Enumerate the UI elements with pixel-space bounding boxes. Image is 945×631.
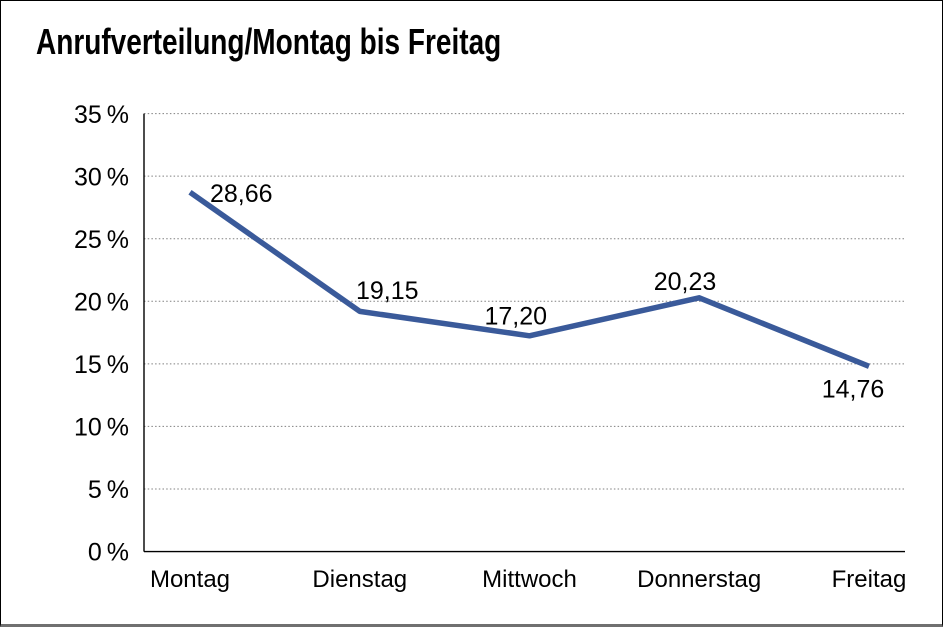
svg-text:15 %: 15 %	[74, 351, 129, 379]
svg-text:30 %: 30 %	[74, 164, 129, 192]
svg-text:28,66: 28,66	[210, 180, 273, 208]
svg-text:19,15: 19,15	[356, 277, 419, 305]
svg-text:17,20: 17,20	[484, 303, 547, 331]
svg-text:Montag: Montag	[150, 566, 230, 593]
svg-text:Dienstag: Dienstag	[312, 566, 407, 593]
svg-text:Freitag: Freitag	[832, 566, 907, 593]
svg-text:10 %: 10 %	[74, 414, 129, 442]
svg-text:Mittwoch: Mittwoch	[482, 566, 577, 593]
svg-text:25 %: 25 %	[74, 226, 129, 254]
svg-text:Donnerstag: Donnerstag	[637, 566, 761, 593]
svg-text:20 %: 20 %	[74, 289, 129, 317]
svg-text:0 %: 0 %	[88, 539, 129, 567]
svg-text:14,76: 14,76	[822, 376, 885, 404]
svg-text:5 %: 5 %	[88, 476, 129, 504]
svg-text:35 %: 35 %	[74, 101, 129, 129]
svg-text:20,23: 20,23	[654, 268, 717, 296]
